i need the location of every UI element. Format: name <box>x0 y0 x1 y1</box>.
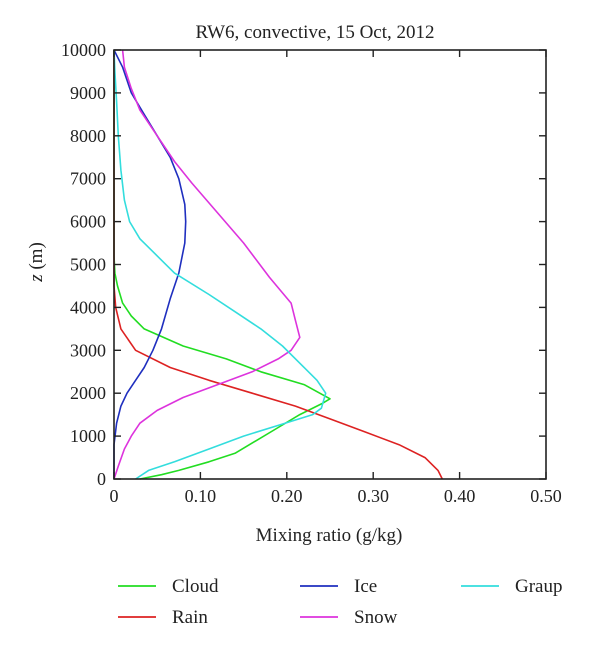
y-tick-label: 5000 <box>70 255 106 275</box>
chart-title: RW6, convective, 15 Oct, 2012 <box>195 22 434 43</box>
y-axis-label-variable: z <box>26 274 47 283</box>
x-tick-label: 0.30 <box>357 486 389 506</box>
y-tick-label: 1000 <box>70 426 106 446</box>
plot-frame <box>113 49 547 480</box>
legend-label-ice: Ice <box>354 576 377 597</box>
x-tick-label: 0.40 <box>444 486 476 506</box>
y-tick-label: 6000 <box>70 212 106 232</box>
series-line-snow <box>113 49 301 480</box>
y-tick-label: 0 <box>97 469 106 489</box>
x-axis: 0 0.10 0.20 0.30 0.40 0.50 <box>110 50 562 506</box>
series-line-cloud <box>113 50 331 480</box>
legend-label-rain: Rain <box>172 607 208 628</box>
series-line-graup <box>113 49 327 480</box>
y-axis-label: z (m) <box>26 242 47 283</box>
y-axis-label-unit: (m) <box>26 242 47 274</box>
y-tick-label: 9000 <box>70 83 106 103</box>
legend-label-cloud: Cloud <box>172 576 219 597</box>
x-tick-label: 0 <box>110 486 119 506</box>
x-tick-label: 0.20 <box>271 486 303 506</box>
y-tick-label: 3000 <box>70 340 106 360</box>
legend-label-snow: Snow <box>354 607 398 628</box>
series-line-rain <box>113 50 444 480</box>
y-axis: 0 1000 2000 3000 4000 5000 6000 7000 8000 9000 100… <box>61 40 546 489</box>
y-tick-label: 8000 <box>70 126 106 146</box>
x-tick-label: 0.10 <box>185 486 217 506</box>
y-tick-label: 7000 <box>70 169 106 189</box>
y-tick-label: 10000 <box>61 40 106 60</box>
legend: Cloud Rain Ice Snow Graup <box>118 576 562 628</box>
legend-label-graup: Graup <box>515 576 562 597</box>
plot-lines <box>113 49 444 480</box>
y-tick-label: 2000 <box>70 383 106 403</box>
x-axis-label: Mixing ratio (g/kg) <box>256 525 403 546</box>
y-tick-label: 4000 <box>70 297 106 317</box>
series-line-ice <box>113 49 187 479</box>
x-tick-label: 0.50 <box>530 486 562 506</box>
